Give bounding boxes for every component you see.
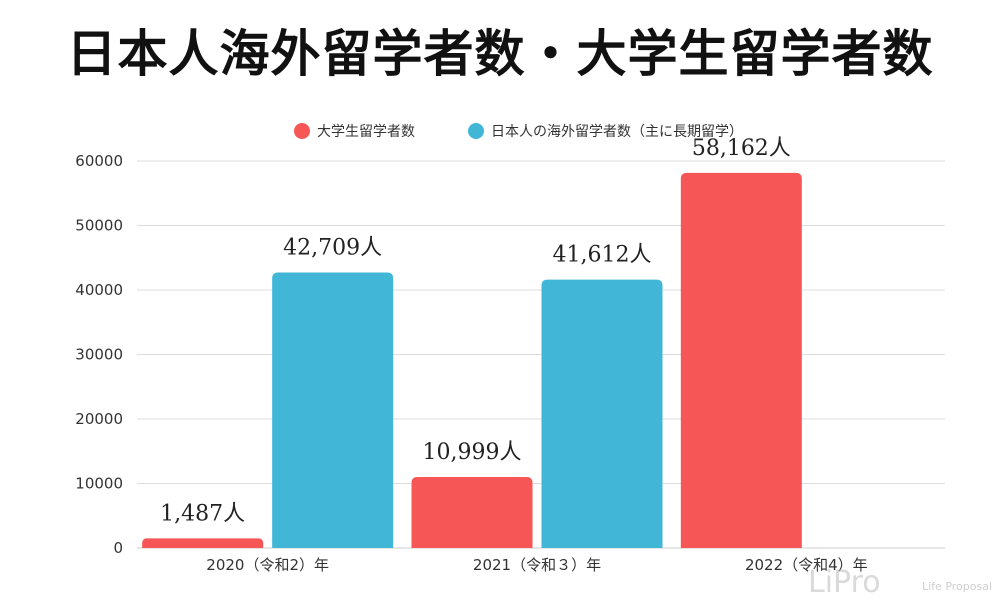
legend-label: 日本人の海外留学者数（主に長期留学） (491, 124, 743, 140)
bar (272, 272, 394, 548)
chart-title: 日本人海外留学者数・大学生留学者数 (66, 25, 934, 83)
bar (411, 477, 533, 548)
y-tick-label: 0 (113, 539, 123, 557)
watermark-logo: LiPro (808, 565, 881, 600)
y-tick-label: 60000 (75, 152, 123, 170)
data-label: 41,612人 (553, 243, 652, 268)
y-tick-label: 20000 (75, 410, 123, 428)
data-label: 1,487人 (160, 501, 245, 526)
y-tick-label: 50000 (75, 217, 123, 235)
data-label: 42,709人 (283, 236, 382, 261)
x-tick-label: 2020（令和2）年 (206, 556, 329, 574)
data-label: 10,999人 (423, 440, 522, 465)
legend-marker (294, 123, 310, 139)
data-label: 58,162人 (692, 136, 791, 161)
x-tick-label: 2022（令和4）年 (745, 556, 868, 574)
y-tick-label: 40000 (75, 281, 123, 299)
watermark-tagline: Life Proposal (922, 580, 992, 593)
y-tick-label: 30000 (75, 346, 123, 364)
bar (142, 538, 264, 548)
legend-marker (468, 123, 484, 139)
y-tick-label: 10000 (75, 475, 123, 493)
x-tick-label: 2021（令和３）年 (473, 556, 601, 574)
legend-label: 大学生留学者数 (317, 124, 415, 140)
bar (541, 279, 663, 548)
bar (680, 172, 802, 548)
